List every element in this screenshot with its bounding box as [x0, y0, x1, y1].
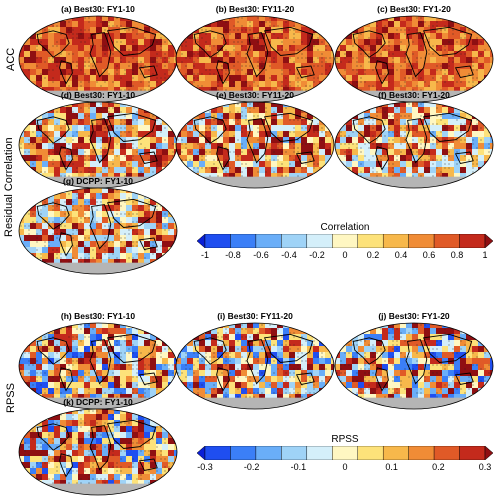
- colorbar-tick-label: -0.2: [243, 462, 260, 472]
- colorbar-tick-label: 0.8: [450, 250, 464, 260]
- panel-title-g: (g) DCPP: FY1-10: [63, 176, 133, 186]
- colorbar-tick-label: 0.6: [422, 250, 436, 260]
- colorbar-tick-label: -1: [200, 250, 210, 260]
- map-panel-h: (h) Best30: FY1-10: [18, 311, 178, 411]
- colorbar-tick-label: -0.8: [225, 250, 241, 260]
- rpss-colorbar-scale: [197, 446, 493, 460]
- world-map-f: [334, 101, 494, 189]
- colorbar-tick-label: -0.6: [253, 250, 269, 260]
- colorbar-tick-label: -0.3: [197, 462, 213, 472]
- colorbar-tick-label: 0.1: [385, 462, 398, 472]
- world-map-d: [18, 101, 178, 189]
- rpss-colorbar-title: RPSS: [331, 434, 359, 445]
- panel-title-k: (k) DCPP: FY1-10: [63, 397, 133, 407]
- panel-title-d: (d) Best30: FY1-10: [60, 90, 136, 100]
- colorbar-tick-label: 0.2: [432, 462, 445, 472]
- world-map-a: [18, 15, 178, 103]
- panel-title-i: (i) Best30: FY11-20: [217, 311, 293, 321]
- panel-title-e: (e) Best30: FY11-20: [216, 90, 294, 100]
- colorbar-tick-label: -0.1: [290, 462, 307, 472]
- map-panel-j: (j) Best30: FY1-20: [334, 311, 494, 411]
- map-panel-d: (d) Best30: FY1-10: [18, 90, 178, 190]
- panel-title-j: (j) Best30: FY1-20: [378, 311, 450, 321]
- row-label-acc: ACC: [5, 47, 17, 71]
- row-label-rpss: RPSS: [5, 383, 17, 413]
- world-map-i: [175, 322, 335, 410]
- world-map-g: [18, 187, 178, 275]
- map-panel-f: (f) Best30: FY1-20: [334, 90, 494, 190]
- colorbar-tick-label: 0.4: [394, 250, 408, 260]
- map-panel-e: (e) Best30: FY11-20: [175, 90, 335, 190]
- world-map-k: [18, 408, 178, 496]
- map-panel-a: (a) Best30: FY1-10: [18, 4, 178, 104]
- map-panel-b: (b) Best30: FY11-20: [175, 4, 335, 104]
- world-map-b: [175, 15, 335, 103]
- map-panel-c: (c) Best30: FY1-20: [334, 4, 494, 104]
- row-label-residual: Residual Correlation: [3, 137, 15, 237]
- colorbar-tick-label: 0: [342, 462, 348, 472]
- colorbar-tick-label: 0.3: [478, 462, 492, 472]
- world-map-j: [334, 322, 494, 410]
- correlation-colorbar-scale: [197, 234, 493, 248]
- world-map-e: [175, 101, 335, 189]
- map-panel-g: (g) DCPP: FY1-10: [18, 176, 178, 276]
- colorbar-tick-label: 0.2: [366, 250, 380, 260]
- colorbar-tick-label: 1: [482, 250, 488, 260]
- panel-title-b: (b) Best30: FY11-20: [215, 4, 295, 14]
- colorbar-tick-label: 0: [342, 250, 348, 260]
- correlation-colorbar-title: Correlation: [320, 222, 370, 233]
- colorbar-tick-label: -0.4: [281, 250, 297, 260]
- world-map-h: [18, 322, 178, 410]
- colorbar-tick-label: -0.2: [309, 250, 325, 260]
- panel-title-a: (a) Best30: FY1-10: [61, 4, 135, 14]
- panel-title-h: (h) Best30: FY1-10: [60, 311, 136, 321]
- panel-title-c: (c) Best30: FY1-20: [377, 4, 451, 14]
- panel-title-f: (f) Best30: FY1-20: [378, 90, 450, 100]
- map-panel-i: (i) Best30: FY11-20: [175, 311, 335, 411]
- map-panel-k: (k) DCPP: FY1-10: [18, 397, 178, 497]
